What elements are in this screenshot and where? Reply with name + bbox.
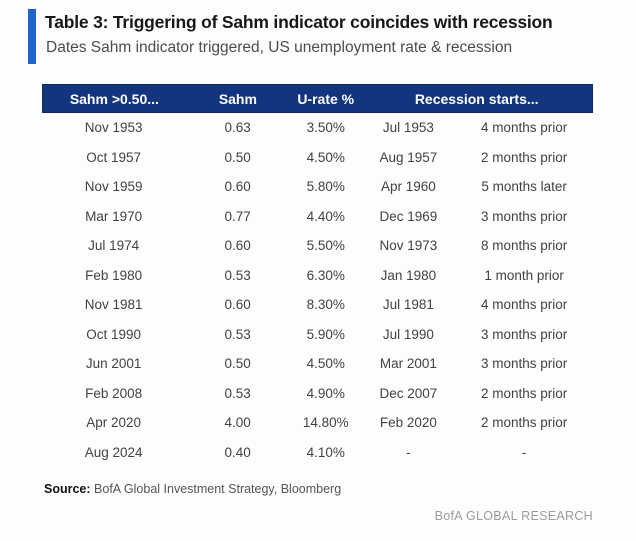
table-cell: 0.53 bbox=[224, 385, 251, 401]
table-cell: 0.60 bbox=[224, 238, 251, 254]
table-cell: Mar 1970 bbox=[85, 208, 143, 224]
table-cell: 0.50 bbox=[224, 149, 251, 165]
table-row: Oct 1957 0.50 4.50% Aug 1957 2 months prior bbox=[42, 143, 593, 173]
table-cell: 0.53 bbox=[224, 326, 251, 342]
table-cell: 2 months prior bbox=[480, 385, 568, 401]
column-header-recession-starts: Recession starts... bbox=[414, 90, 539, 107]
table-cell: 4.40% bbox=[306, 208, 345, 224]
table-cell: 0.77 bbox=[224, 208, 251, 224]
table-cell: 2 months prior bbox=[480, 149, 568, 165]
table-cell: Jan 1980 bbox=[380, 267, 437, 283]
table-cell: 4.50% bbox=[306, 356, 345, 372]
data-table: Sahm >0.50... Sahm U-rate % Recession st… bbox=[42, 84, 593, 467]
column-header-unemployment-rate: U-rate % bbox=[297, 90, 355, 107]
table-subtitle: Dates Sahm indicator triggered, US unemp… bbox=[46, 39, 513, 56]
table-row: Jun 2001 0.50 4.50% Mar 2001 3 months prior bbox=[42, 349, 593, 379]
source-label: Source: bbox=[44, 482, 91, 496]
table-cell: 5 months later bbox=[481, 179, 567, 195]
table-cell: Aug 1957 bbox=[379, 149, 438, 165]
table-cell: Oct 1957 bbox=[86, 149, 142, 165]
table-row: Mar 1970 0.77 4.40% Dec 1969 3 months prior bbox=[42, 202, 593, 232]
table-row: Oct 1990 0.53 5.90% Jul 1990 3 months prior bbox=[42, 320, 593, 350]
table-cell: Oct 1990 bbox=[86, 326, 142, 342]
table-row: Apr 2020 4.00 14.80% Feb 2020 2 months prior bbox=[42, 408, 593, 438]
table-header-row: Sahm >0.50... Sahm U-rate % Recession st… bbox=[42, 84, 593, 113]
table-cell: 4.10% bbox=[306, 444, 345, 460]
table-cell: Dec 1969 bbox=[379, 208, 438, 224]
source-line: Source: BofA Global Investment Strategy,… bbox=[44, 482, 341, 496]
table-cell: 0.63 bbox=[224, 120, 251, 136]
table-cell: 4 months prior bbox=[480, 120, 568, 136]
table-cell: 3 months prior bbox=[480, 208, 568, 224]
table-cell: Apr 1960 bbox=[380, 179, 436, 195]
table-row: Nov 1953 0.63 3.50% Jul 1953 4 months prior bbox=[42, 113, 593, 143]
table-cell: 0.53 bbox=[224, 267, 251, 283]
table-cell: Feb 2020 bbox=[379, 415, 437, 431]
table-body: Nov 1953 0.63 3.50% Jul 1953 4 months prior O… bbox=[42, 113, 593, 467]
table-row: Nov 1981 0.60 8.30% Jul 1981 4 months prior bbox=[42, 290, 593, 320]
table-cell: Feb 2008 bbox=[85, 385, 143, 401]
table-cell: Apr 2020 bbox=[86, 415, 142, 431]
table-cell: Nov 1973 bbox=[379, 238, 438, 254]
table-cell: Aug 2024 bbox=[84, 444, 143, 460]
table-cell: 0.50 bbox=[224, 356, 251, 372]
table-cell: 3.50% bbox=[306, 120, 345, 136]
table-cell: Nov 1959 bbox=[84, 179, 143, 195]
column-header-sahm-value: Sahm bbox=[218, 90, 257, 107]
table-cell: 5.90% bbox=[306, 326, 345, 342]
table-cell: Jul 1990 bbox=[382, 326, 434, 342]
table-cell: Jun 2001 bbox=[85, 356, 142, 372]
table-cell: 3 months prior bbox=[480, 326, 568, 342]
table-cell: Jul 1974 bbox=[88, 238, 140, 254]
table-cell: Dec 2007 bbox=[379, 385, 438, 401]
table-cell: 8.30% bbox=[306, 297, 345, 313]
title-accent-bar bbox=[28, 9, 36, 64]
table-title: Table 3: Triggering of Sahm indicator co… bbox=[45, 12, 553, 32]
table-cell: Mar 2001 bbox=[379, 356, 437, 372]
table-cell: Feb 1980 bbox=[85, 267, 143, 283]
table-cell: 5.80% bbox=[306, 179, 345, 195]
table-cell: 14.80% bbox=[302, 415, 349, 431]
table-row: Nov 1959 0.60 5.80% Apr 1960 5 months later bbox=[42, 172, 593, 202]
table-cell: 8 months prior bbox=[480, 238, 568, 254]
table-cell: 3 months prior bbox=[480, 356, 568, 372]
table-cell: 1 month prior bbox=[484, 267, 564, 283]
table-cell: 4.90% bbox=[306, 385, 345, 401]
table-row: Aug 2024 0.40 4.10% - - bbox=[42, 438, 593, 468]
table-cell: Jul 1981 bbox=[382, 297, 434, 313]
table-cell: Nov 1981 bbox=[84, 297, 143, 313]
table-cell: 2 months prior bbox=[480, 415, 568, 431]
table-cell: 0.60 bbox=[224, 179, 251, 195]
source-text: BofA Global Investment Strategy, Bloombe… bbox=[94, 482, 342, 496]
table-cell: - bbox=[406, 444, 411, 460]
table-cell: 0.40 bbox=[224, 444, 251, 460]
bofa-global-research-branding: BofA GLOBAL RESEARCH bbox=[434, 509, 593, 523]
table-cell: 6.30% bbox=[306, 267, 345, 283]
table-cell: 0.60 bbox=[224, 297, 251, 313]
table-row: Feb 2008 0.53 4.90% Dec 2007 2 months prior bbox=[42, 379, 593, 409]
table-cell: 4.50% bbox=[306, 149, 345, 165]
table-cell: 4 months prior bbox=[480, 297, 568, 313]
table-cell: 5.50% bbox=[306, 238, 345, 254]
table-cell: Jul 1953 bbox=[382, 120, 434, 136]
table-cell: 4.00 bbox=[224, 415, 251, 431]
table-row: Jul 1974 0.60 5.50% Nov 1973 8 months prior bbox=[42, 231, 593, 261]
table-row: Feb 1980 0.53 6.30% Jan 1980 1 month prior bbox=[42, 261, 593, 291]
table-cell: Nov 1953 bbox=[84, 120, 143, 136]
column-header-sahm-trigger-date: Sahm >0.50... bbox=[69, 90, 159, 107]
table-cell: - bbox=[521, 444, 527, 460]
